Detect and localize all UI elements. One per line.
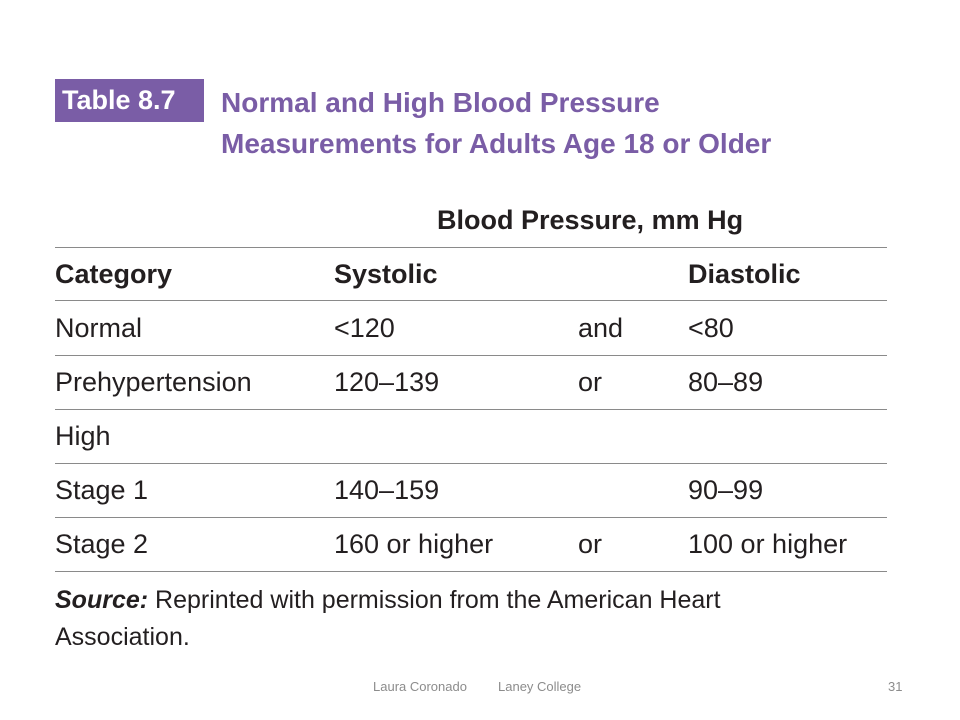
row-category: Normal [55, 313, 143, 343]
source-note: Source: Reprinted with permission from t… [55, 582, 855, 656]
row-conjunction: or [578, 367, 603, 397]
row-systolic: <120 [334, 313, 395, 343]
row-systolic: 160 or higher [334, 529, 494, 559]
row-conjunction: and [578, 313, 624, 343]
column-group-header: Blood Pressure, mm Hg [437, 205, 744, 235]
table-title-line-2: Measurements for Adults Age 18 or Older [221, 128, 772, 159]
row-category: Prehypertension [55, 367, 252, 397]
row-diastolic: <80 [688, 313, 734, 343]
row-systolic: 140–159 [334, 475, 440, 505]
table-rule [55, 571, 887, 572]
source-text: Reprinted with permission from the Ameri… [55, 586, 721, 651]
table-rule [55, 300, 887, 301]
table-rule [55, 355, 887, 356]
table-label: Table 8.7 [55, 79, 204, 122]
table-rule [55, 409, 887, 410]
table-title: Normal and High Blood Pressure Measureme… [221, 82, 771, 164]
source-label: Source: [55, 586, 149, 614]
table-title-line-1: Normal and High Blood Pressure [221, 87, 660, 118]
row-category: Stage 2 [55, 529, 149, 559]
table-rule [55, 463, 887, 464]
row-diastolic: 90–99 [688, 475, 764, 505]
footer-author: Laura Coronado [373, 679, 467, 694]
column-header-category: Category [55, 259, 173, 289]
row-category: Stage 1 [55, 475, 149, 505]
table-rule [55, 247, 887, 248]
row-category: High [55, 421, 111, 451]
footer-institution: Laney College [498, 679, 582, 694]
row-systolic: 120–139 [334, 367, 440, 397]
row-diastolic: 100 or higher [688, 529, 848, 559]
row-diastolic: 80–89 [688, 367, 764, 397]
row-conjunction: or [578, 529, 603, 559]
column-header-diastolic: Diastolic [688, 259, 801, 289]
slide-number: 31 [888, 679, 903, 694]
column-header-systolic: Systolic [334, 259, 438, 289]
table-rule [55, 517, 887, 518]
